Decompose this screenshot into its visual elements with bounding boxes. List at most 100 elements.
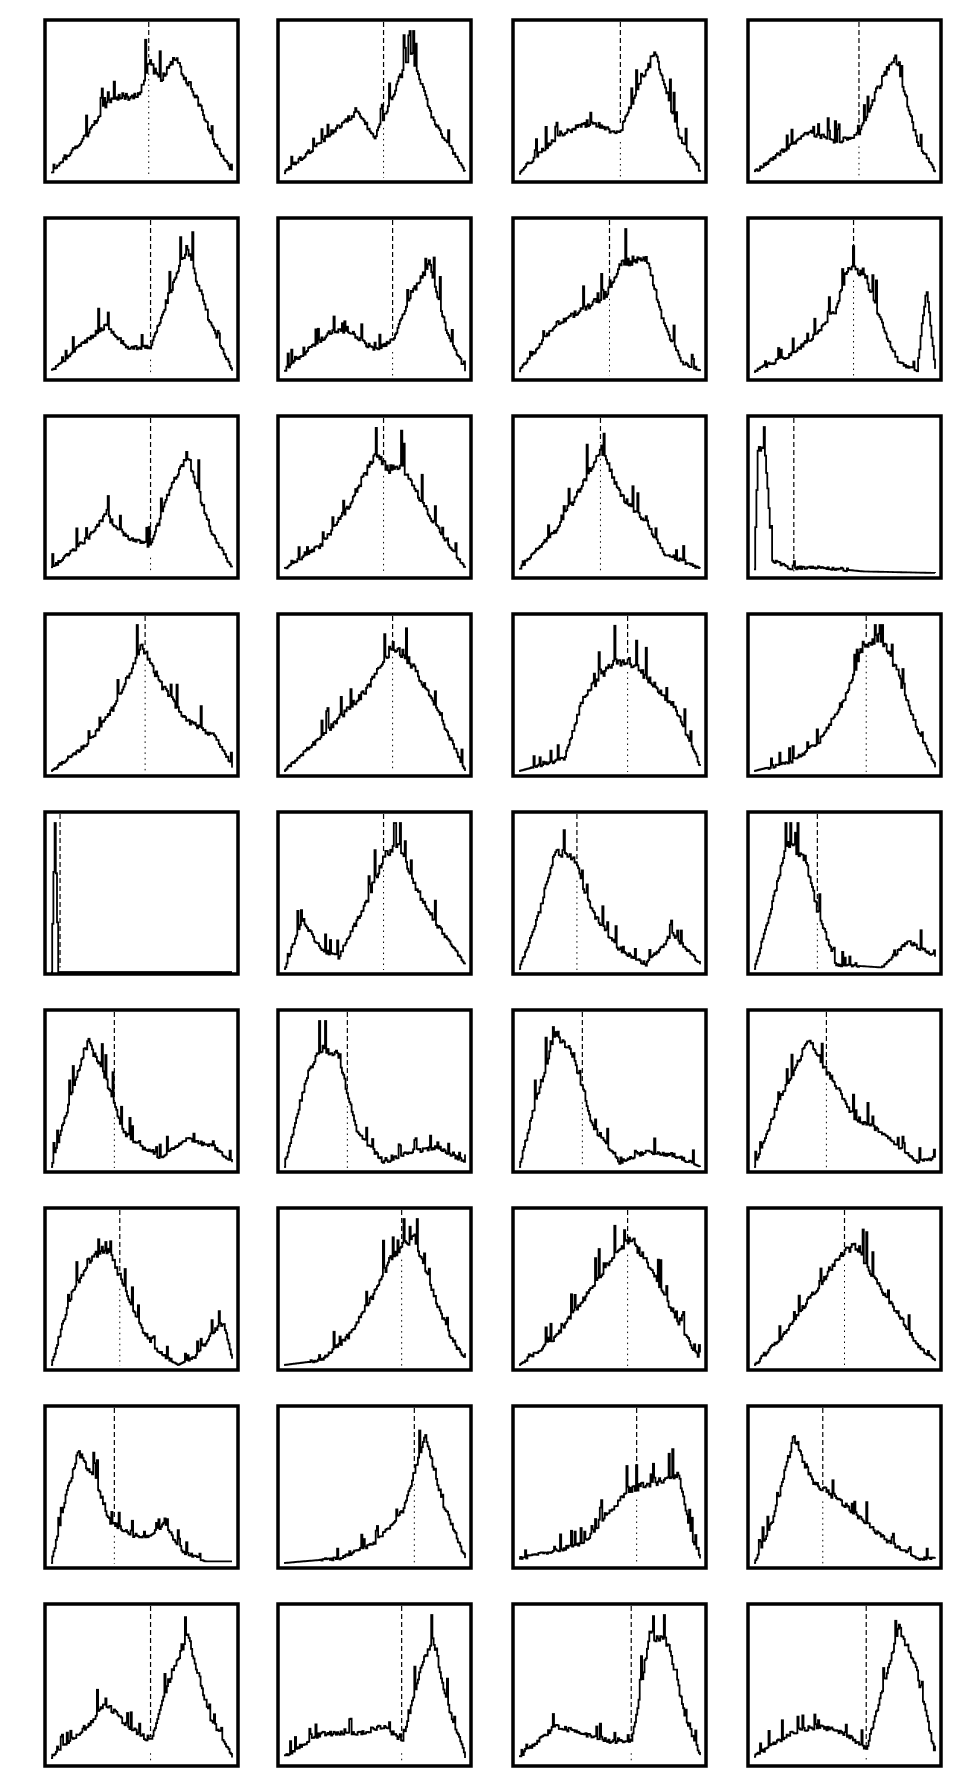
- histogram-line: [284, 1614, 466, 1758]
- panel-frame: [43, 216, 240, 382]
- histogram-panel-r9c3: [511, 1602, 708, 1768]
- histogram-svg: [43, 612, 240, 778]
- histogram-panel-r5c1: [43, 810, 240, 976]
- panel-frame: [276, 1404, 473, 1570]
- histogram-svg: [511, 1008, 708, 1174]
- histogram-panel-r3c3: [511, 414, 708, 580]
- panel-frame: [746, 1008, 943, 1174]
- panel-frame: [276, 1602, 473, 1768]
- panel-frame: [276, 18, 473, 184]
- histogram-svg: [43, 414, 240, 580]
- panel-frame: [43, 1206, 240, 1372]
- histogram-svg: [511, 612, 708, 778]
- histogram-line: [754, 1619, 936, 1758]
- histogram-panel-r2c4: [746, 216, 943, 382]
- histogram-svg: [746, 216, 943, 382]
- histogram-svg: [276, 1008, 473, 1174]
- histogram-svg: [746, 1206, 943, 1372]
- panel-frame: [276, 414, 473, 580]
- histogram-panel-r9c4: [746, 1602, 943, 1768]
- histogram-line: [51, 1238, 233, 1366]
- histogram-svg: [746, 1404, 943, 1570]
- histogram-panel-r4c4: [746, 612, 943, 778]
- histogram-line: [519, 829, 701, 970]
- histogram-panel-r8c2: [276, 1404, 473, 1570]
- histogram-panel-r8c3: [511, 1404, 708, 1570]
- histogram-panel-r5c3: [511, 810, 708, 976]
- histogram-line: [754, 624, 936, 772]
- histogram-svg: [746, 612, 943, 778]
- histogram-line: [754, 1039, 936, 1168]
- histogram-panel-r2c1: [43, 216, 240, 382]
- panel-frame: [746, 1206, 943, 1372]
- histogram-panel-r7c1: [43, 1206, 240, 1372]
- histogram-panel-r3c1: [43, 414, 240, 580]
- histogram-line: [284, 256, 466, 372]
- histogram-panel-r2c3: [511, 216, 708, 382]
- panel-frame: [746, 414, 943, 580]
- histogram-line: [284, 427, 466, 570]
- histogram-line: [519, 432, 701, 570]
- histogram-line: [51, 822, 232, 973]
- histogram-line: [284, 30, 466, 175]
- panel-frame: [511, 1404, 708, 1570]
- histogram-line: [284, 1020, 466, 1168]
- histogram-line: [284, 1429, 466, 1564]
- panel-frame: [511, 612, 708, 778]
- histogram-panel-r3c4: [746, 414, 943, 580]
- histogram-panel-r1c4: [746, 18, 943, 184]
- panel-frame: [276, 612, 473, 778]
- histogram-svg: [276, 612, 473, 778]
- histogram-panel-r6c2: [276, 1008, 473, 1174]
- panel-frame: [43, 810, 240, 976]
- histogram-panel-r4c2: [276, 612, 473, 778]
- histogram-svg: [511, 216, 708, 382]
- panel-frame: [43, 612, 240, 778]
- histogram-line: [519, 1448, 701, 1560]
- histogram-panel-r1c1: [43, 18, 240, 184]
- histogram-panel-r6c4: [746, 1008, 943, 1174]
- histogram-svg: [276, 216, 473, 382]
- histogram-line: [284, 1218, 466, 1366]
- panel-frame: [511, 810, 708, 976]
- histogram-svg: [43, 1602, 240, 1768]
- histogram-svg: [43, 810, 240, 976]
- histogram-svg: [43, 1008, 240, 1174]
- histogram-svg: [43, 1404, 240, 1570]
- panel-frame: [43, 1008, 240, 1174]
- histogram-line: [519, 228, 701, 373]
- histogram-svg: [511, 1602, 708, 1768]
- panel-frame: [746, 612, 943, 778]
- histogram-line: [51, 451, 233, 569]
- histogram-line: [754, 1228, 936, 1366]
- histogram-svg: [746, 18, 943, 184]
- histogram-line: [519, 1224, 701, 1366]
- histogram-line: [284, 822, 466, 970]
- panel-frame: [43, 1404, 240, 1570]
- histogram-panel-r2c2: [276, 216, 473, 382]
- panel-frame: [746, 1602, 943, 1768]
- histogram-svg: [746, 810, 943, 976]
- panel-frame: [746, 810, 943, 976]
- histogram-svg: [511, 810, 708, 976]
- histogram-line: [754, 426, 936, 574]
- panel-frame: [746, 1404, 943, 1570]
- panel-frame: [276, 810, 473, 976]
- histogram-line: [51, 38, 233, 174]
- histogram-line: [51, 1450, 232, 1564]
- histogram-line: [754, 1435, 936, 1564]
- histogram-panel-r1c3: [511, 18, 708, 184]
- histogram-svg: [43, 1206, 240, 1372]
- histogram-line: [519, 624, 701, 772]
- histogram-line: [51, 624, 233, 772]
- histogram-panel-r4c3: [511, 612, 708, 778]
- histogram-svg: [511, 18, 708, 184]
- histogram-panel-r8c4: [746, 1404, 943, 1570]
- histogram-line: [519, 1026, 701, 1168]
- histogram-line: [754, 54, 936, 173]
- panel-frame: [276, 1008, 473, 1174]
- histogram-panel-r7c3: [511, 1206, 708, 1372]
- panel-frame: [511, 216, 708, 382]
- histogram-line: [51, 1037, 233, 1168]
- histogram-svg: [276, 414, 473, 580]
